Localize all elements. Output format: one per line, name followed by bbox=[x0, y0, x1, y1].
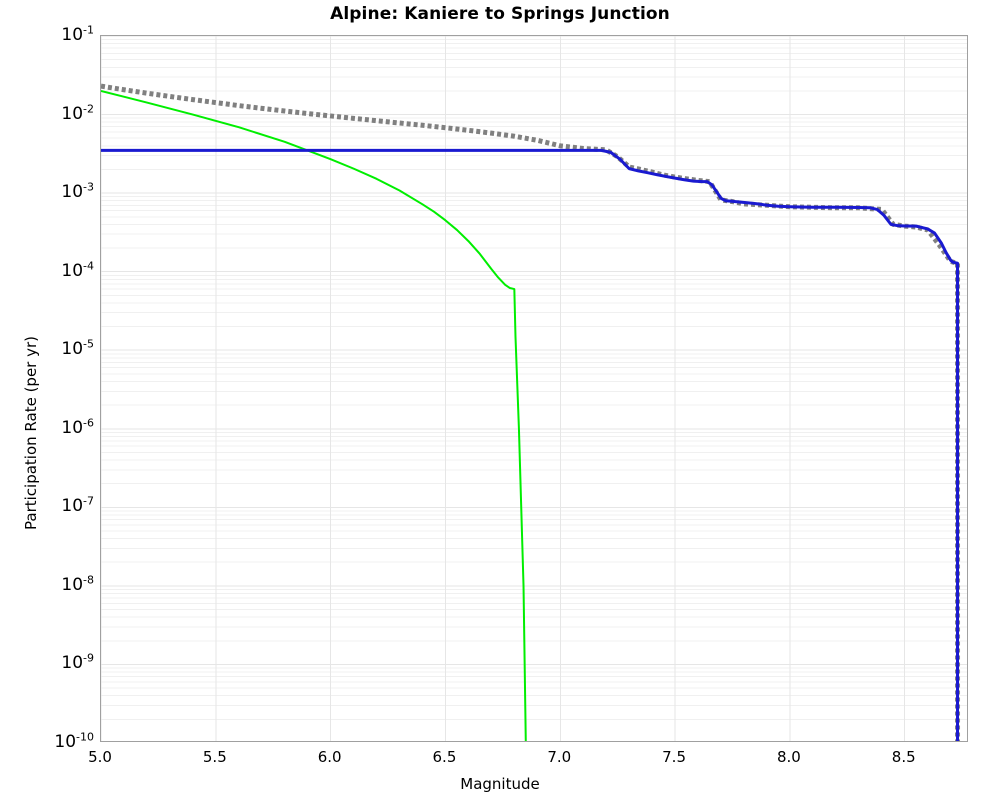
y-tick-label: 10-6 bbox=[61, 416, 94, 438]
y-tick-label: 10-1 bbox=[61, 23, 94, 45]
series-participation-blue bbox=[101, 148, 960, 741]
y-tick-label: 10-7 bbox=[61, 494, 94, 517]
y-tick-label: 10-9 bbox=[61, 651, 94, 674]
x-tick-label: 8.5 bbox=[891, 748, 916, 766]
y-axis-title: Participation Rate (per yr) bbox=[22, 335, 40, 530]
y-tick-label: 10-5 bbox=[61, 337, 94, 360]
y-tick-label: 10-4 bbox=[61, 259, 94, 281]
series-background-dotted bbox=[101, 83, 961, 741]
x-tick-label: 6.5 bbox=[432, 748, 457, 766]
x-tick-label: 5.0 bbox=[88, 748, 112, 766]
x-tick-label: 7.0 bbox=[547, 748, 572, 766]
y-tick-label: 10-8 bbox=[61, 573, 94, 595]
x-axis-title: Magnitude bbox=[460, 775, 540, 793]
x-tick-label: 7.5 bbox=[662, 748, 686, 766]
x-tick-label: 5.5 bbox=[202, 748, 227, 766]
chart-title: Alpine: Kaniere to Springs Junction bbox=[330, 4, 670, 24]
y-tick-label: 10-10 bbox=[54, 730, 94, 752]
grid-lines bbox=[101, 36, 967, 741]
x-tick-label: 6.0 bbox=[317, 748, 342, 766]
series-incremental-green bbox=[101, 89, 527, 741]
x-tick-label: 8.0 bbox=[776, 748, 801, 766]
y-tick-label: 10-2 bbox=[61, 101, 94, 124]
plot-area bbox=[100, 35, 968, 742]
data-series bbox=[101, 83, 961, 741]
y-tick-label: 10-3 bbox=[61, 180, 94, 203]
